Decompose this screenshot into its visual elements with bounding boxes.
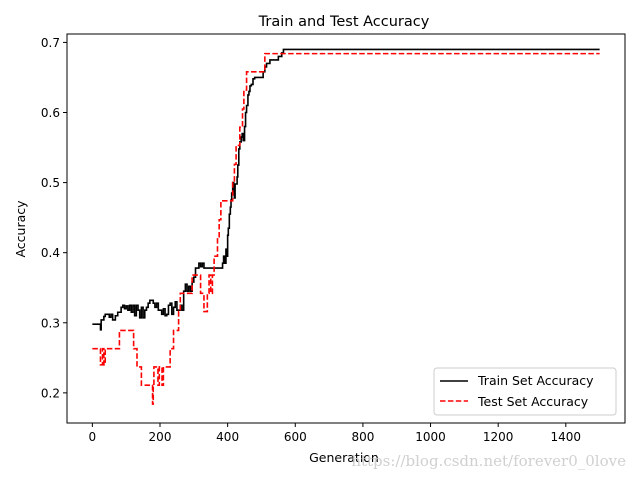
legend: Train Set Accuracy Test Set Accuracy xyxy=(433,367,617,416)
y-tick-label: 0.5 xyxy=(41,176,60,190)
legend-box xyxy=(433,367,617,416)
legend-train-label: Train Set Accuracy xyxy=(477,373,594,388)
axes-frame xyxy=(66,33,626,424)
x-tick-label: 1200 xyxy=(483,430,514,444)
y-tick-label: 0.2 xyxy=(41,386,60,400)
y-tick-label: 0.3 xyxy=(41,316,60,330)
series-layer xyxy=(92,48,600,405)
x-tick-label: 200 xyxy=(149,430,172,444)
series-line-test xyxy=(92,52,600,405)
x-tick-label: 1000 xyxy=(415,430,446,444)
x-tick-label: 800 xyxy=(351,430,374,444)
chart-title: Train and Test Accuracy xyxy=(258,14,430,30)
x-tick-label: 400 xyxy=(216,430,239,444)
y-tick-label: 0.4 xyxy=(41,246,60,260)
y-axis-label: Accuracy xyxy=(13,200,28,258)
y-axis-ticks: 0.2 0.3 0.4 0.5 0.6 0.7 xyxy=(41,36,67,400)
legend-test-label: Test Set Accuracy xyxy=(477,394,589,409)
y-tick-label: 0.6 xyxy=(41,106,60,120)
watermark-text: https://blog.csdn.net/forever0_0love xyxy=(351,452,626,470)
series-line-train xyxy=(92,48,600,331)
x-axis-ticks: 0 200 400 600 800 1000 1200 1400 xyxy=(89,423,582,444)
plot-area xyxy=(66,33,626,424)
x-tick-label: 600 xyxy=(284,430,307,444)
x-axis-label: Generation xyxy=(309,450,379,465)
x-tick-label: 1400 xyxy=(551,430,582,444)
y-tick-label: 0.7 xyxy=(41,36,60,50)
x-tick-label: 0 xyxy=(89,430,97,444)
